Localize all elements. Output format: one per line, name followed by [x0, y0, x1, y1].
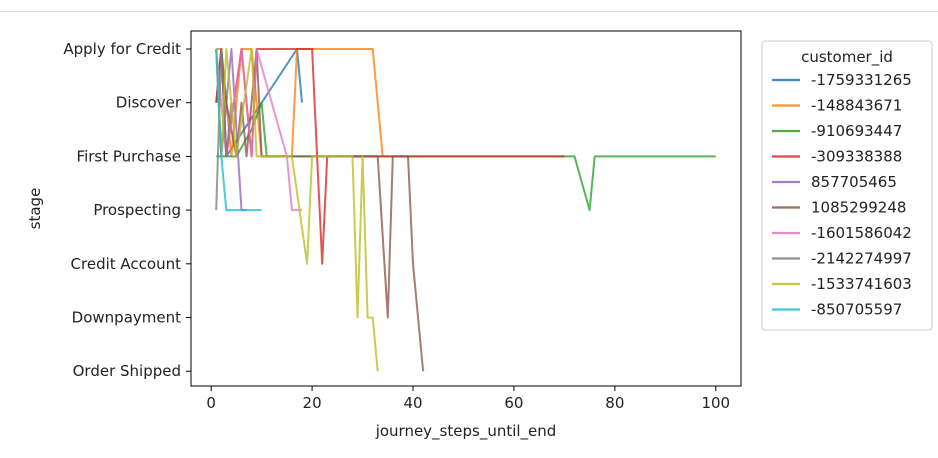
plot-area-frame	[190, 30, 742, 387]
x-tick-label: 40	[403, 394, 422, 412]
y-tick-label: Prospecting	[93, 201, 181, 219]
legend-box	[761, 40, 933, 331]
legend-title: customer_id	[801, 48, 893, 67]
legend-label: -309338388	[811, 148, 902, 166]
x-axis: 0 20 40 60 80 100	[206, 386, 730, 412]
legend-items: -1759331265 -148843671 -910693447 -30933838…	[772, 71, 912, 319]
legend-label: -2142274997	[811, 250, 912, 268]
y-tick-label: Discover	[116, 94, 182, 112]
x-tick-label: 0	[206, 394, 216, 412]
y-axis-title: stage	[26, 188, 44, 230]
x-tick-label: 20	[303, 394, 322, 412]
y-tick-label: Credit Account	[71, 255, 182, 273]
legend-label: 857705465	[811, 173, 897, 191]
x-axis-title: journey_steps_until_end	[375, 422, 557, 441]
legend: customer_id -1759331265 -148843671 -910693…	[761, 40, 933, 331]
y-tick-label: Downpayment	[72, 309, 181, 327]
y-tick-label: Apply for Credit	[63, 40, 181, 58]
series-line-9	[215, 48, 262, 212]
x-tick-label: 80	[605, 394, 624, 412]
legend-label: -850705597	[811, 301, 902, 319]
series-line-8	[215, 48, 379, 372]
y-axis: Apply for Credit Discover First Purchase Pr…	[63, 40, 191, 380]
legend-label: -1601586042	[811, 224, 912, 242]
y-tick-label: First Purchase	[77, 147, 181, 165]
plot-lines	[215, 48, 716, 372]
legend-label: -910693447	[811, 122, 902, 140]
legend-label: -1759331265	[811, 71, 912, 89]
x-tick-label: 60	[504, 394, 523, 412]
legend-label: 1085299248	[811, 199, 906, 217]
legend-label: -148843671	[811, 97, 902, 115]
top-divider	[0, 11, 938, 12]
x-tick-label: 100	[701, 394, 730, 412]
legend-label: -1533741603	[811, 275, 912, 293]
y-tick-label: Order Shipped	[73, 362, 181, 380]
